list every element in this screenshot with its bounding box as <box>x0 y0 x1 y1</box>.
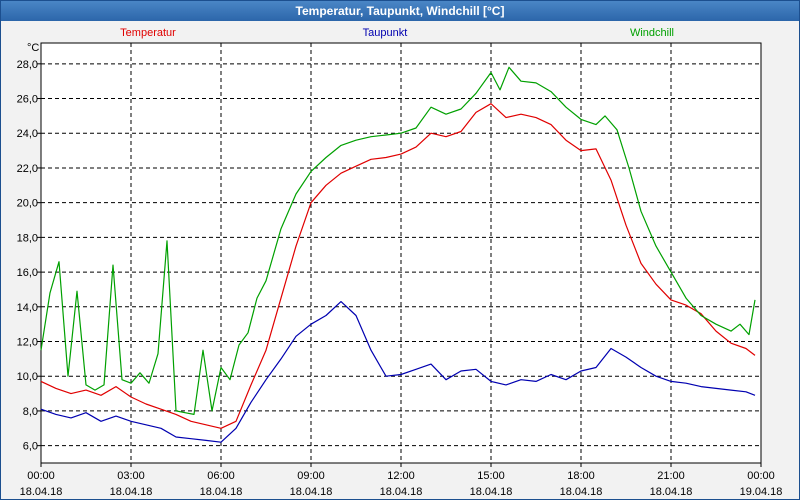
y-tick-label: 18,0 <box>17 232 38 244</box>
y-tick-label: 12,0 <box>17 337 38 349</box>
series-line-taupunkt <box>40 301 756 443</box>
temperature-chart: 6,0 8,0 10,0 12,0 14,0 16,0 18,0 20,0 22,0 24,0 26… <box>17 27 783 498</box>
grid-lines <box>41 43 761 463</box>
x-tick-time-label: 03:00 <box>117 470 145 482</box>
y-tick-label: 28,0 <box>17 59 38 71</box>
x-tick-time-label: 15:00 <box>477 470 505 482</box>
x-tick-date-label: 18.04.18 <box>380 486 423 498</box>
y-tick-label: 22,0 <box>17 163 38 175</box>
x-axis-ticks: 00:00 18.04.18 03:00 18.04.18 06:00 18.04.18 0… <box>20 463 783 498</box>
x-tick-time-label: 09:00 <box>297 470 325 482</box>
x-tick-date-label: 18.04.18 <box>200 486 243 498</box>
y-tick-label: 20,0 <box>17 198 38 210</box>
y-tick-label: 6,0 <box>23 441 38 453</box>
legend-item-windchill: Windchill <box>630 27 674 39</box>
x-tick-time-label: 06:00 <box>207 470 235 482</box>
y-tick-label: 10,0 <box>17 371 38 383</box>
legend-item-temperatur: Temperatur <box>120 27 176 39</box>
x-tick-date-label: 18.04.18 <box>290 486 333 498</box>
legend: Temperatur Taupunkt Windchill <box>120 27 674 39</box>
x-tick-time-label: 21:00 <box>657 470 685 482</box>
x-tick-date-label: 18.04.18 <box>20 486 63 498</box>
x-tick-time-label: 00:00 <box>27 470 55 482</box>
y-axis-ticks: 6,0 8,0 10,0 12,0 14,0 16,0 18,0 20,0 22,0 24,0 26… <box>17 59 41 453</box>
legend-item-taupunkt: Taupunkt <box>363 27 408 39</box>
x-tick-time-label: 12:00 <box>387 470 415 482</box>
y-tick-label: 26,0 <box>17 94 38 106</box>
x-tick-time-label: 18:00 <box>567 470 595 482</box>
window-title: Temperatur, Taupunkt, Windchill [°C] <box>1 1 799 21</box>
x-tick-date-label: 18.04.18 <box>560 486 603 498</box>
y-tick-label: 14,0 <box>17 302 38 314</box>
x-tick-date-label: 18.04.18 <box>470 486 513 498</box>
x-tick-date-label: 18.04.18 <box>110 486 153 498</box>
x-tick-date-label: 19.04.18 <box>740 486 783 498</box>
y-tick-label: 8,0 <box>23 406 38 418</box>
y-tick-label: 24,0 <box>17 128 38 140</box>
series-line-windchill <box>40 66 756 415</box>
x-tick-date-label: 18.04.18 <box>650 486 693 498</box>
series-lines <box>40 66 756 443</box>
y-tick-label: 16,0 <box>17 267 38 279</box>
x-tick-time-label: 00:00 <box>747 470 775 482</box>
series-line-temperatur <box>40 103 756 429</box>
y-axis-unit-label: °C <box>27 42 39 54</box>
